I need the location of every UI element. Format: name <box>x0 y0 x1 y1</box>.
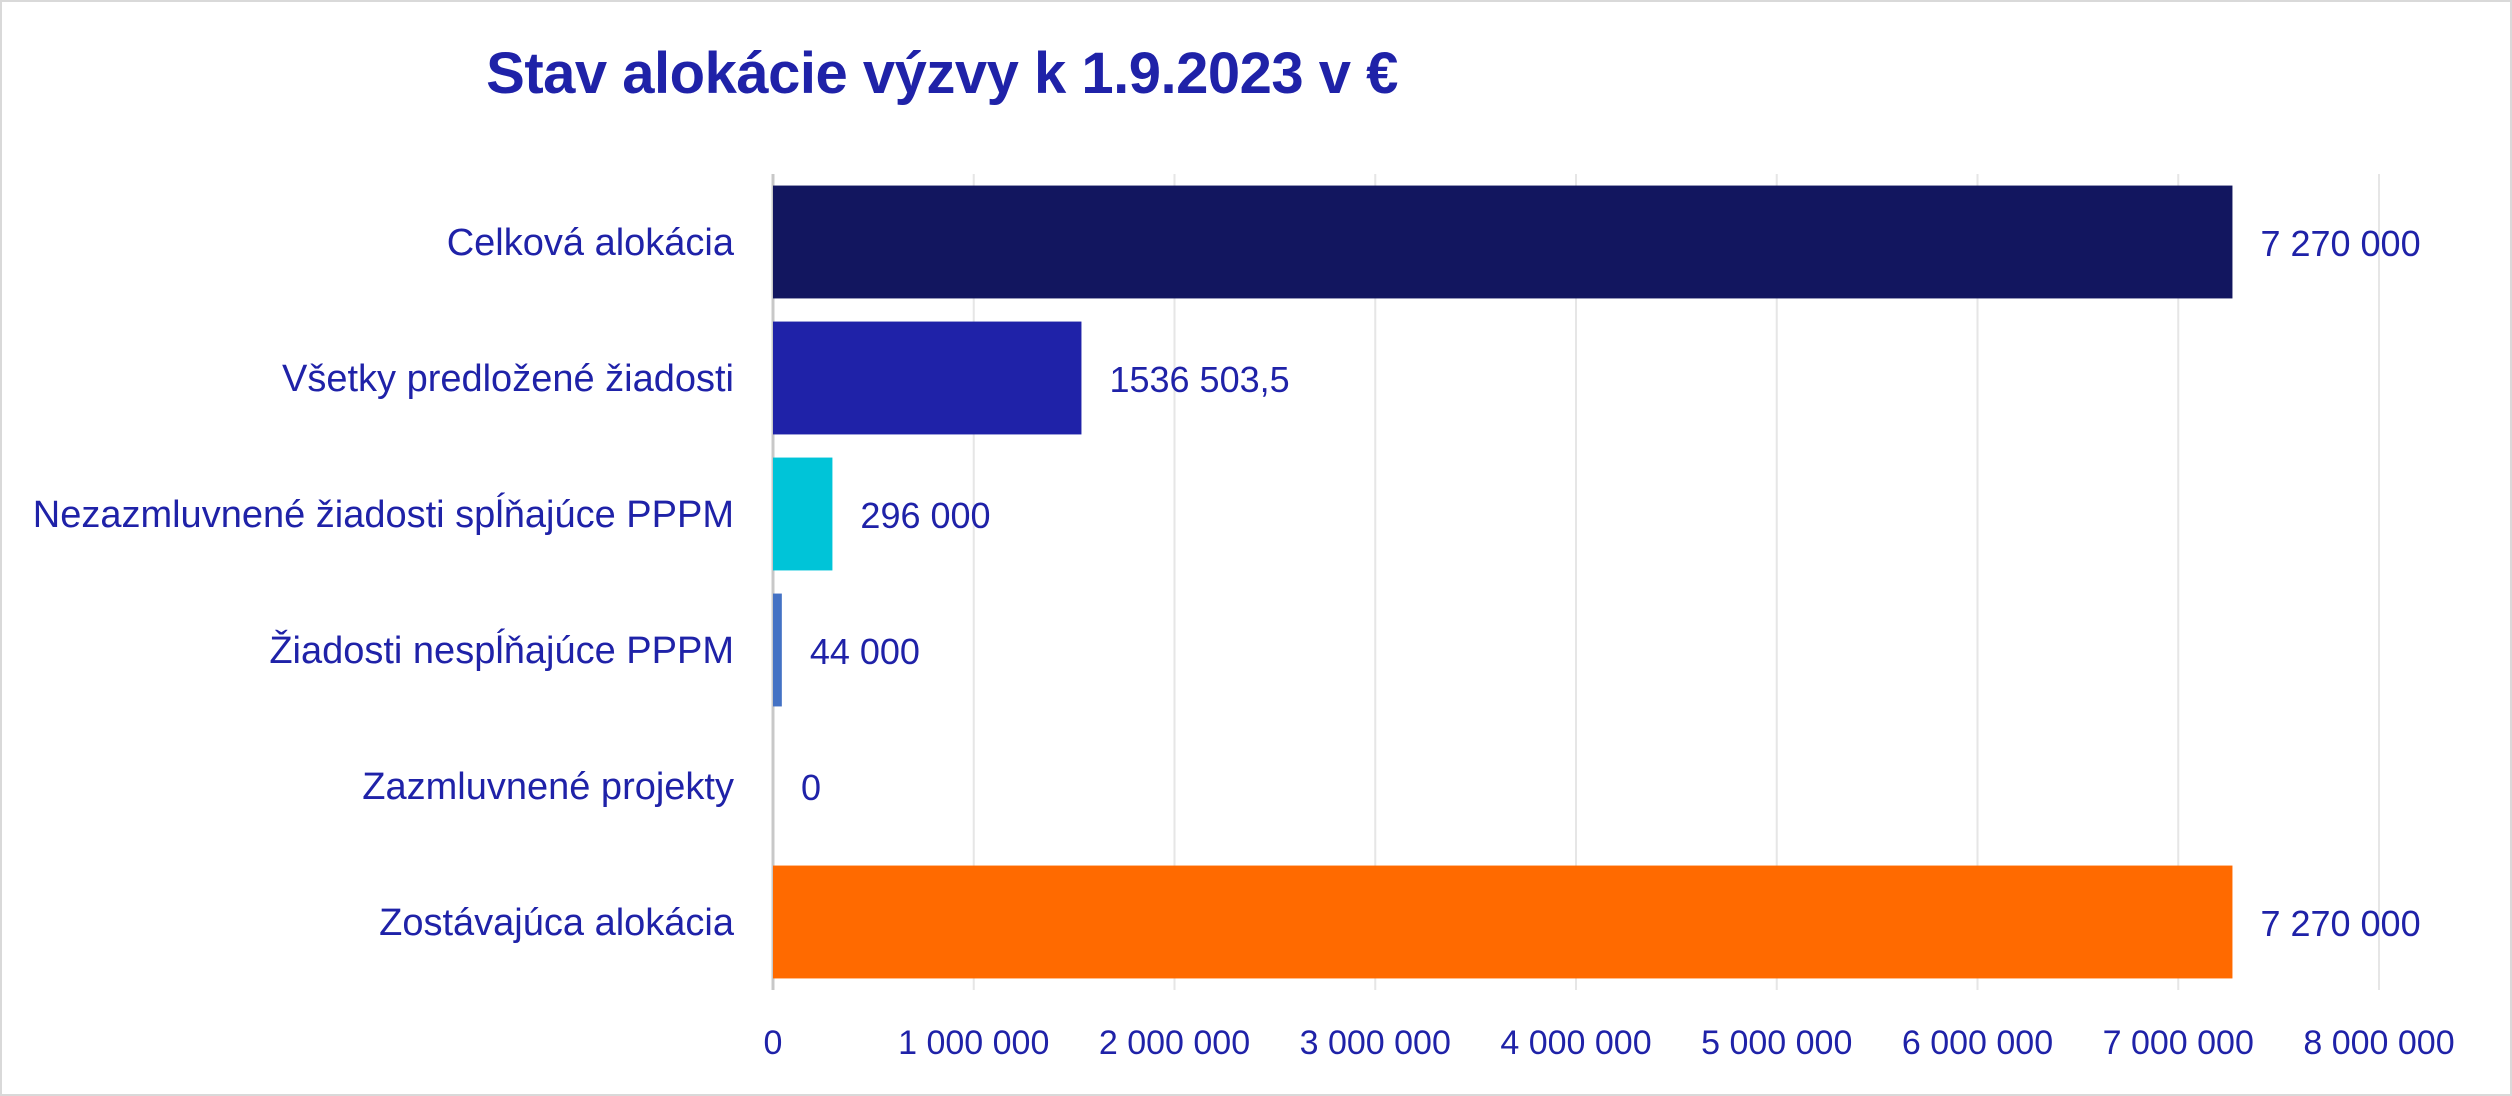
category-label: Nezazmluvnené žiadosti spĺňajúce PPPM <box>33 491 734 536</box>
x-tick-label: 6 000 000 <box>1902 1024 2053 1062</box>
data-labels: 7 270 000 1536 503,5 296 000 44 000 0 7 270 0… <box>801 223 2421 944</box>
bar <box>773 185 2233 299</box>
category-label: Zostávajúca alokácia <box>379 902 735 944</box>
x-tick-label: 2 000 000 <box>1099 1024 1250 1062</box>
category-label: Zazmluvnené projekty <box>362 766 734 808</box>
bars <box>773 185 2233 979</box>
bar <box>773 321 1082 435</box>
x-tick-label: 7 000 000 <box>2103 1024 2254 1062</box>
x-axis-tick-labels: 0 1 000 000 2 000 000 3 000 000 4 000 000 5 0… <box>764 1024 2455 1062</box>
x-tick-label: 3 000 000 <box>1300 1024 1451 1062</box>
data-label: 44 000 <box>810 631 920 672</box>
category-label: Všetky predložené žiadosti <box>282 358 734 400</box>
bar <box>773 593 782 707</box>
bar <box>773 457 833 571</box>
chart-title: Stav alokácie výzvy k 1.9.2023 v € <box>486 41 1398 106</box>
x-tick-label: 4 000 000 <box>1500 1024 1651 1062</box>
category-label: Celková alokácia <box>447 222 735 264</box>
data-label: 0 <box>801 767 821 808</box>
bar <box>773 865 2233 979</box>
gridlines <box>771 174 2380 990</box>
x-tick-label: 8 000 000 <box>2303 1024 2454 1062</box>
x-tick-label: 5 000 000 <box>1701 1024 1852 1062</box>
data-label: 7 270 000 <box>2260 223 2420 264</box>
data-label: 7 270 000 <box>2260 903 2420 944</box>
data-label: 1536 503,5 <box>1109 359 1289 400</box>
category-label: Žiadosti nespĺňajúce PPPM <box>269 627 734 672</box>
data-label: 296 000 <box>860 495 990 536</box>
category-labels: Celková alokácia Všetky predložené žiados… <box>33 222 735 944</box>
x-tick-label: 0 <box>764 1024 783 1062</box>
x-tick-label: 1 000 000 <box>898 1024 1049 1062</box>
